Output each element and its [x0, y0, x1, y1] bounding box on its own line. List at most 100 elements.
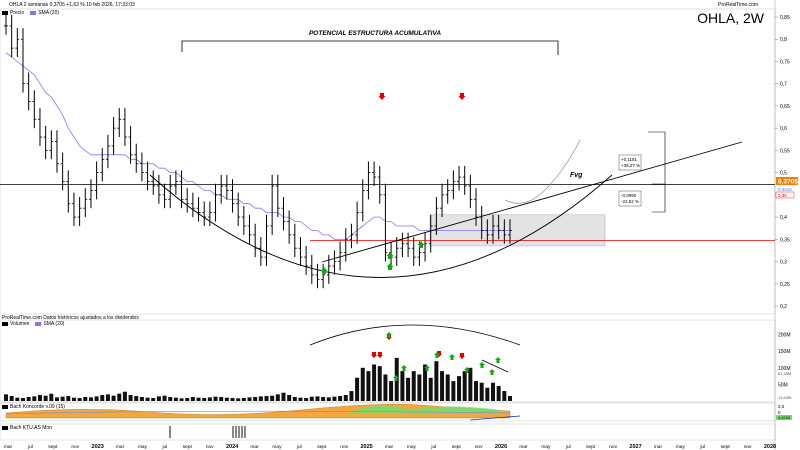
volume-panel-frame [0, 319, 776, 403]
volume-bar [321, 397, 326, 401]
volume-bar [224, 397, 229, 401]
up-arrow [320, 267, 328, 274]
bkm-mark [244, 426, 246, 438]
volume-up-arrow [479, 362, 485, 368]
volume-bar [508, 396, 512, 401]
volume-bar [423, 364, 428, 401]
volume-sma-legend-label: SMA (20) [43, 321, 65, 327]
signal-arrows [320, 93, 466, 274]
volume-bar [156, 396, 161, 401]
x-tick-label: 2026 [495, 444, 507, 450]
price-swatch [2, 11, 8, 15]
measure-bracket [648, 131, 666, 213]
volume-bar [491, 382, 496, 401]
volume-legend-label: Volumen [10, 321, 30, 327]
x-tick-label: may [138, 445, 148, 450]
down-arrow [458, 93, 466, 100]
x-tick-label: 2027 [629, 444, 641, 450]
volume-arc [309, 324, 521, 346]
x-tick-label: sept [452, 444, 462, 450]
support-tag [775, 191, 795, 199]
x-tick-label: nov [475, 445, 483, 450]
price-legend: Precio SMA (20) [2, 10, 59, 16]
volume-bar [83, 397, 88, 401]
bkm-legend: Bach KTU.AS Mon [2, 425, 52, 431]
koncorde-legend: Bach Koncorde v.09 (15) [2, 404, 65, 410]
x-tick-label: jul [296, 444, 302, 450]
volume-bar [372, 364, 377, 401]
box-upper [618, 154, 642, 171]
price-tick-label: 0,85 [780, 15, 790, 21]
sma-line [5, 52, 510, 240]
x-tick-label: jul [27, 444, 33, 450]
bkm-mark [232, 426, 234, 438]
price-tick-label: 0,6 [780, 126, 787, 132]
volume-bar [207, 397, 212, 401]
price-bars [4, 14, 512, 289]
x-tick-label: nov [206, 445, 214, 450]
volume-bar [304, 398, 309, 401]
price-panel-frame [0, 8, 776, 315]
x-tick-label: mar [250, 444, 259, 450]
volume-down-arrow [377, 352, 383, 358]
volume-up-arrow [449, 354, 455, 360]
volume-bar [145, 397, 150, 401]
price-tick-label: 0,5 [780, 171, 787, 177]
price-tick-label: 0,2 [780, 304, 787, 310]
sma-layer [5, 52, 510, 240]
volume-bar [315, 396, 320, 401]
x-tick-label: sept [586, 444, 596, 450]
volume-bar [185, 398, 190, 401]
kon-label-2: 0 [778, 410, 781, 415]
data-note: ProRealTime.com Datos históricos ajustad… [2, 315, 139, 321]
x-tick-label: mar [519, 444, 528, 450]
accumulation-arc [149, 174, 613, 278]
pattern-label: POTENCIAL ESTRUCTURA ACUMULATIVA [309, 30, 441, 37]
volume-bar [37, 395, 42, 401]
price-grid [775, 16, 778, 307]
pattern-bracket [181, 40, 559, 55]
volume-bar [440, 371, 445, 401]
kon-tag [776, 415, 792, 420]
volume-bar [43, 395, 48, 401]
volume-bar [462, 371, 467, 401]
price-tick-label: 0,65 [780, 104, 790, 110]
volume-bar [9, 396, 14, 401]
x-tick-label: sept [721, 444, 731, 450]
volume-up-arrow [386, 332, 392, 338]
x-tick-label: sept [48, 444, 58, 450]
volume-bar [54, 397, 59, 401]
x-tick-label: may [676, 445, 686, 450]
volume-bar [417, 374, 422, 401]
x-tick-label: sept [183, 444, 193, 450]
volume-down-arrow [371, 352, 377, 358]
volume-bar [219, 397, 224, 401]
x-tick-label: may [407, 445, 417, 450]
volume-bar [77, 398, 82, 401]
volume-bar [49, 393, 54, 401]
bkm-legend-label: Bach KTU.AS Mon [10, 425, 52, 431]
x-tick-label: mar [385, 444, 394, 450]
volume-bar [428, 377, 433, 401]
volume-bar [179, 398, 184, 401]
x-tick-label: mar [4, 444, 13, 450]
volume-tick-label: 150M [778, 349, 791, 355]
price-tick-label: 0,3 [780, 260, 787, 266]
up-arrow [417, 241, 425, 248]
volume-bar [111, 395, 116, 401]
volume-bar [355, 377, 360, 401]
box-lower [618, 190, 642, 207]
x-tick-label: 2025 [360, 444, 372, 450]
volume-bar [105, 394, 110, 401]
up-arrow [386, 263, 394, 270]
volume-bar [332, 396, 337, 401]
projection-curve [504, 139, 581, 204]
volume-bar [270, 395, 275, 401]
price-tick-label: 0,7 [780, 82, 787, 88]
volume-bars [4, 324, 521, 401]
volume-bar [349, 391, 354, 401]
volume-up-arrow [401, 365, 407, 371]
volume-bar [60, 396, 65, 401]
volume-bar [366, 371, 371, 401]
